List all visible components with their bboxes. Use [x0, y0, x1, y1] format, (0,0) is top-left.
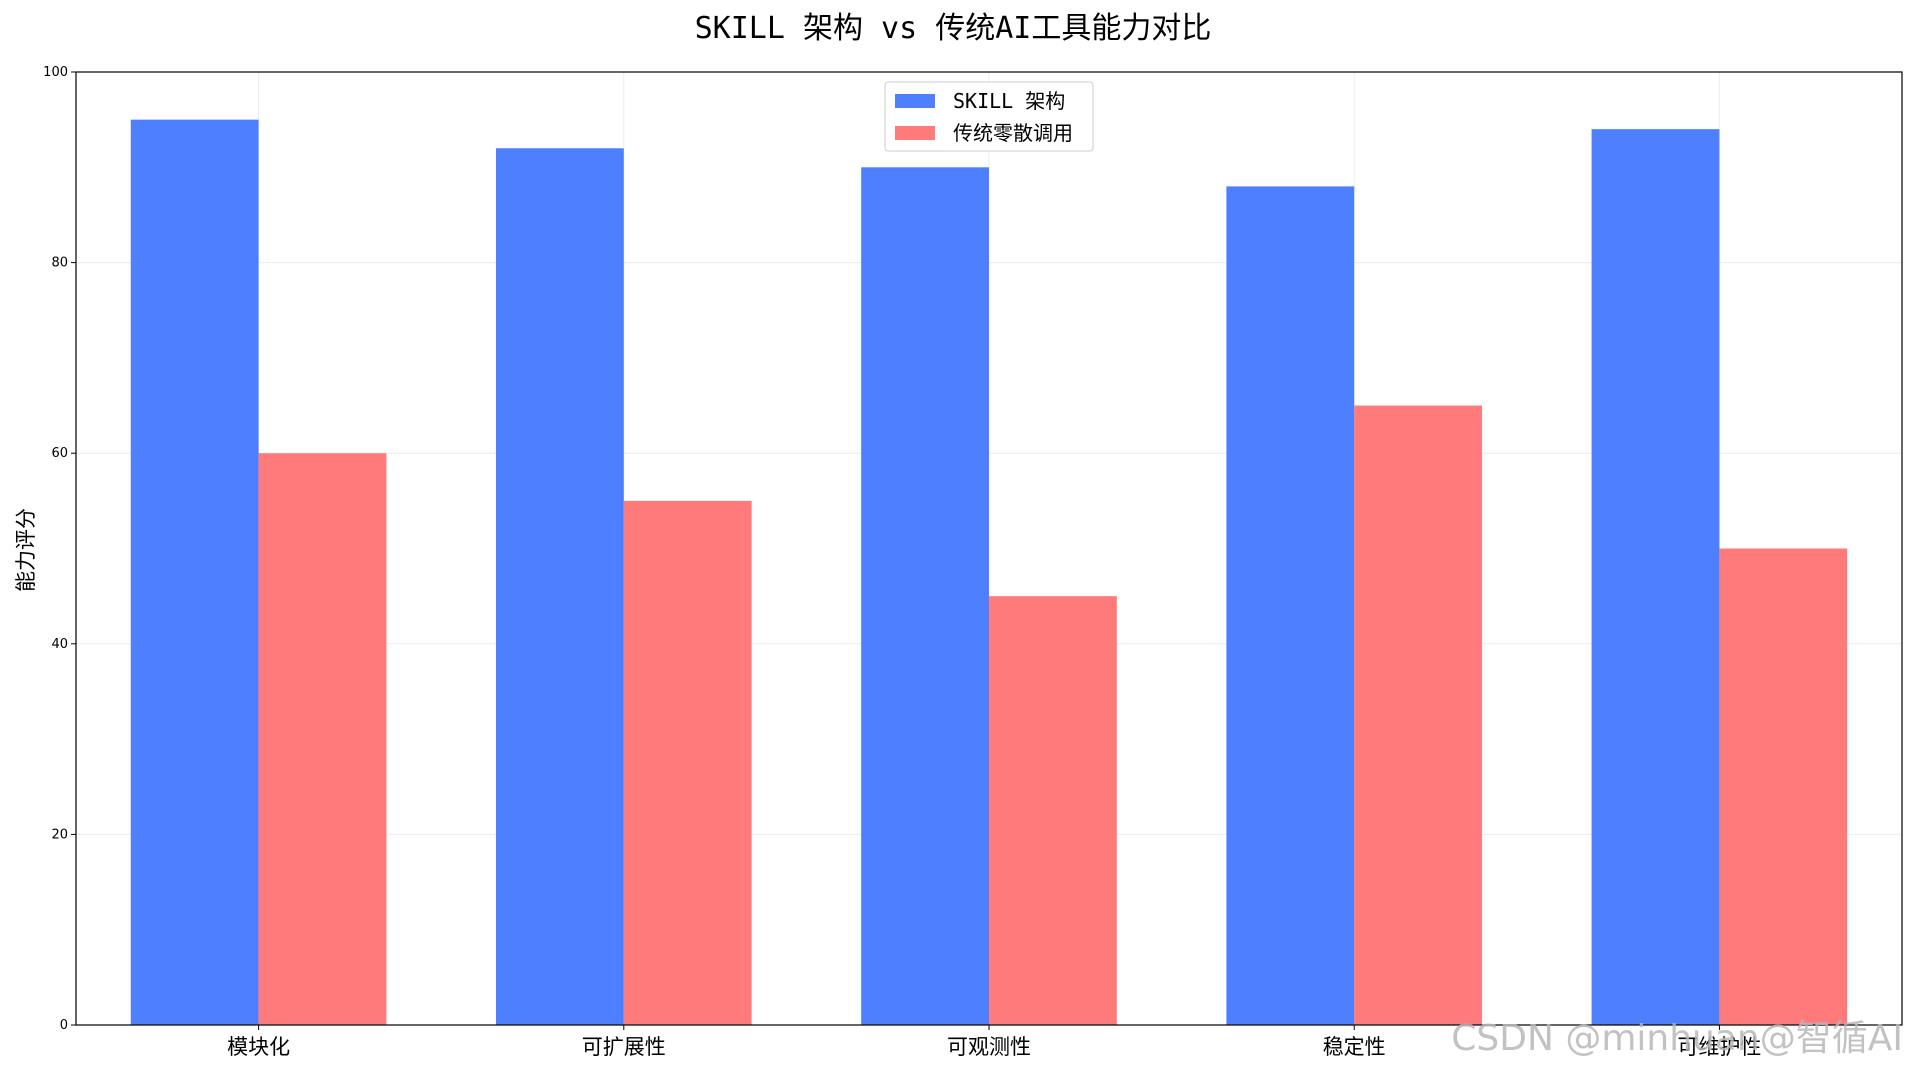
x-category-label: 可观测性	[947, 1035, 1031, 1059]
y-tick-label: 60	[51, 446, 68, 461]
x-category-label: 可维护性	[1677, 1035, 1761, 1059]
legend-swatch-traditional	[895, 126, 935, 140]
legend: SKILL 架构 传统零散调用	[884, 81, 1094, 152]
bar-traditional	[623, 500, 752, 1026]
legend-label-traditional: 传统零散调用	[953, 121, 1073, 145]
bar-skill	[1226, 186, 1355, 1026]
bar-traditional	[989, 596, 1117, 1025]
y-tick-label: 0	[60, 1018, 68, 1033]
bar-traditional	[1354, 405, 1483, 1025]
bar-traditional	[1719, 548, 1848, 1025]
legend-swatch-skill	[895, 94, 935, 108]
legend-label-skill: SKILL 架构	[953, 89, 1065, 113]
y-axis-ticks: 0 20 40 60 80 100	[43, 65, 76, 1033]
bar-skill	[1591, 129, 1720, 1025]
x-category-label: 稳定性	[1323, 1035, 1386, 1059]
y-tick-label: 20	[51, 827, 68, 842]
x-axis-categories: 模块化 可扩展性 可观测性 稳定性 可维护性	[227, 1025, 1761, 1059]
bar-skill	[861, 167, 989, 1026]
chart-title: SKILL 架构 vs 传统AI工具能力对比	[695, 11, 1212, 46]
legend-box	[884, 81, 1094, 152]
y-tick-label: 40	[51, 637, 68, 652]
x-category-label: 模块化	[227, 1035, 290, 1059]
bar-traditional	[258, 453, 387, 1025]
x-category-label: 可扩展性	[582, 1035, 666, 1059]
y-axis-label: 能力评分	[14, 508, 38, 592]
y-tick-label: 100	[43, 65, 68, 80]
bar-skill	[130, 119, 259, 1025]
y-tick-label: 80	[51, 256, 68, 271]
bars	[130, 119, 1848, 1026]
bar-skill	[495, 148, 624, 1026]
watermark: CSDN @minhuan@智循AI	[1451, 1018, 1903, 1059]
